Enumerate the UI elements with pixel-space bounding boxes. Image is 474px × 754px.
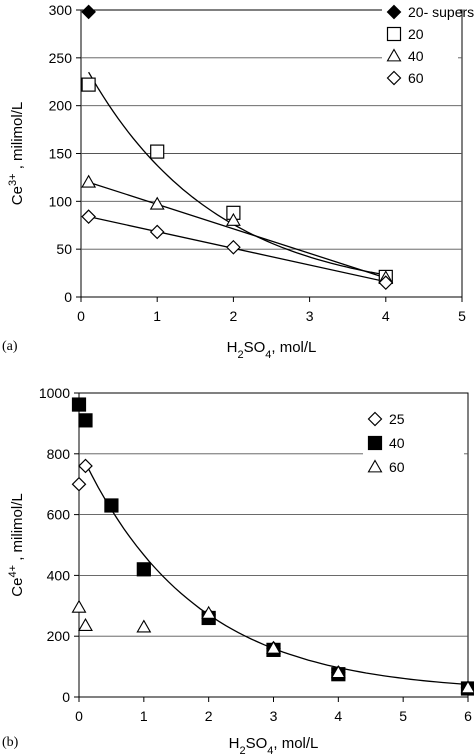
x-tick-label: 0 [77, 308, 85, 324]
legend-label: 20 [408, 26, 424, 42]
x-tick-label: 3 [306, 308, 314, 324]
data-point [81, 174, 97, 188]
trend-line [88, 181, 386, 279]
data-point [266, 640, 281, 654]
data-point [149, 196, 165, 210]
x-tick-label: 5 [399, 708, 407, 724]
y-tick-label: 600 [47, 507, 71, 523]
data-point [81, 77, 96, 92]
data-point [136, 562, 151, 577]
panel-label: (a) [2, 339, 18, 354]
panel-label: (b) [2, 735, 19, 750]
trend-line [88, 71, 386, 276]
legend-marker [386, 48, 402, 62]
y-tick-label: 200 [47, 628, 71, 644]
y-axis-label: Ce3+ , milimol/L [7, 102, 26, 205]
x-tick-label: 5 [458, 308, 466, 324]
data-point [149, 224, 165, 240]
legend-marker [367, 411, 383, 427]
data-point [201, 605, 217, 619]
legend-marker [367, 459, 383, 473]
data-point [460, 680, 474, 694]
data-point [330, 665, 346, 679]
y-tick-label: 1000 [39, 385, 70, 401]
data-point [136, 619, 152, 633]
x-tick-label: 3 [270, 708, 278, 724]
legend-label: 40 [389, 435, 405, 451]
y-tick-label: 250 [49, 50, 73, 66]
chart-a: 0 50 100 150 200 250 300 0 1 2 3 4 5 H2SO4, mol/L Ce3+… [2, 2, 474, 361]
data-point [378, 275, 394, 290]
data-point [78, 617, 93, 631]
data-point [71, 476, 87, 492]
x-tick-label: 4 [382, 308, 390, 324]
y-tick-label: 100 [49, 193, 73, 209]
x-tick-label: 0 [75, 708, 83, 724]
y-tick-label: 300 [49, 2, 73, 18]
y-tick-label: 0 [62, 689, 70, 705]
y-tick-label: 50 [56, 241, 72, 257]
data-point [71, 397, 87, 412]
legend-marker [367, 435, 383, 451]
data-point [78, 413, 93, 428]
data-point [81, 4, 96, 20]
legend-label: 40 [408, 48, 424, 64]
data-point [226, 239, 241, 255]
y-tick-label: 800 [47, 446, 71, 462]
data-point [104, 498, 119, 513]
y-tick-label: 150 [49, 146, 73, 162]
chart-b: 0 200 400 600 800 1000 0 1 2 3 4 5 6 H2SO4, mol/L Ce4+… [2, 385, 474, 754]
legend-marker [386, 26, 402, 42]
y-tick-label: 0 [64, 289, 72, 305]
y-axis-label: Ce4+ , milimol/L [7, 493, 26, 596]
data-point [225, 212, 241, 226]
data-point [81, 209, 96, 224]
x-tick-label: 2 [230, 308, 238, 324]
data-point [150, 144, 165, 159]
x-tick-label: 1 [153, 308, 161, 324]
x-axis-label: H2SO4, mol/L [229, 735, 319, 754]
legend-label: 20- supersat. [408, 4, 474, 20]
x-tick-label: 4 [334, 708, 342, 724]
x-tick-label: 1 [140, 708, 148, 724]
legend-marker [386, 4, 402, 20]
legend-label: 60 [408, 70, 424, 86]
data-point [71, 599, 87, 613]
x-axis-label: H2SO4, mol/L [227, 339, 317, 361]
x-tick-label: 6 [464, 708, 472, 724]
data-point [78, 458, 93, 474]
y-tick-label: 200 [49, 98, 73, 114]
legend-marker [386, 70, 402, 86]
legend-label: 25 [389, 411, 405, 427]
x-tick-label: 2 [205, 708, 213, 724]
legend-label: 60 [389, 459, 405, 475]
y-tick-label: 400 [47, 567, 71, 583]
